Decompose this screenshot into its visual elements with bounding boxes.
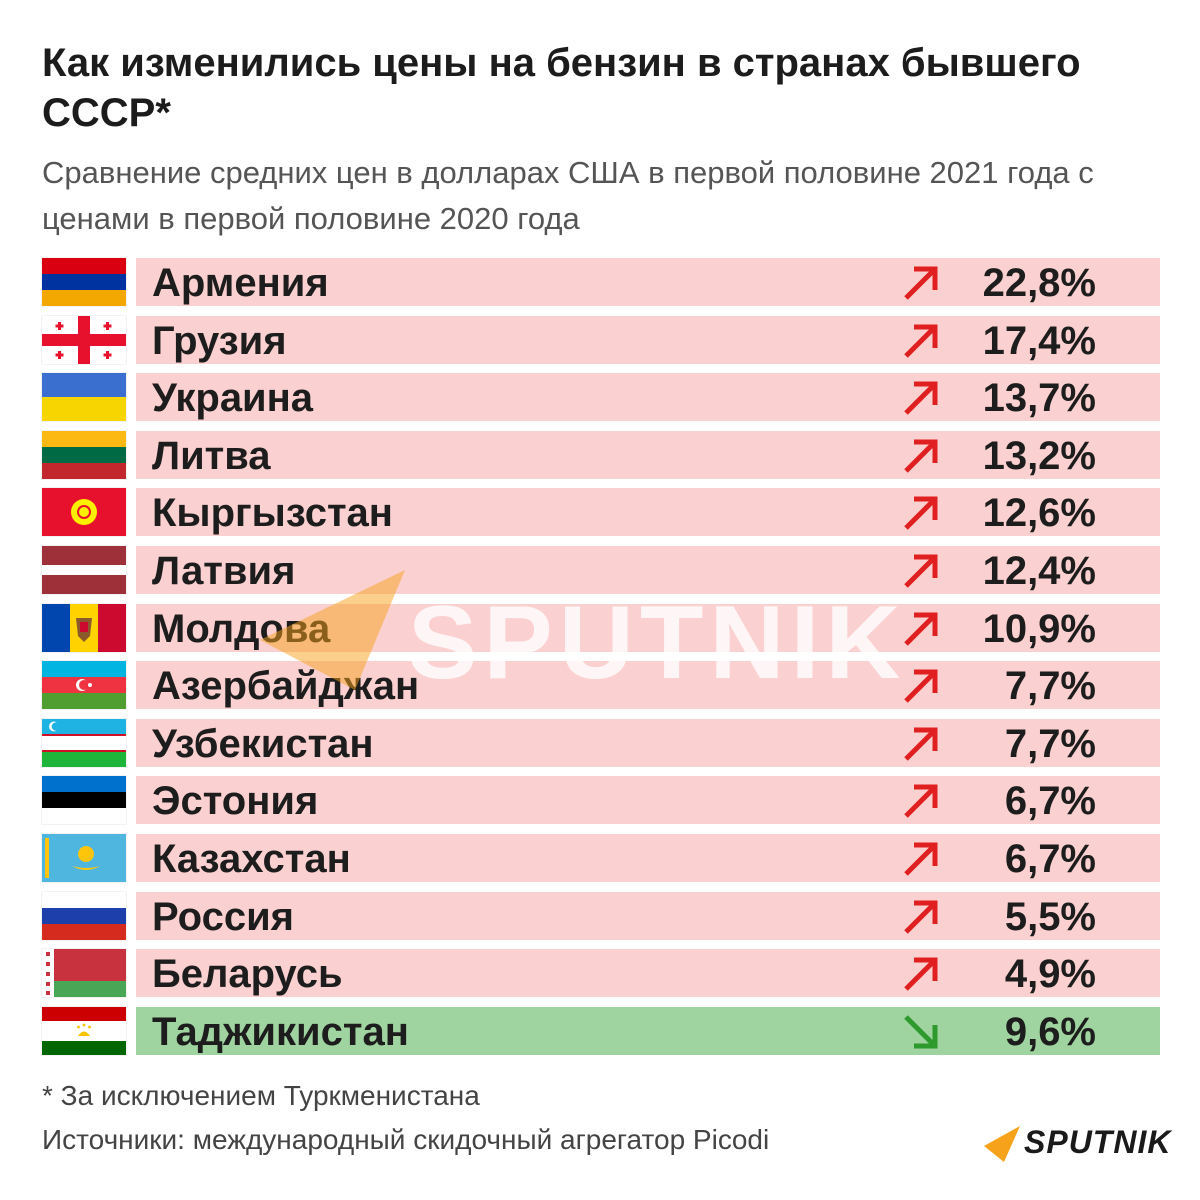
- row-bar: Узбекистан 7,7%: [136, 718, 1160, 767]
- row-bar: Латвия 12,4%: [136, 546, 1160, 594]
- country-row: Кыргызстан 12,6%: [40, 488, 1160, 537]
- arrow-up-right-icon: [904, 439, 938, 473]
- country-name: Азербайджан: [152, 664, 420, 709]
- row-bar: Молдова 10,9%: [136, 603, 1160, 652]
- row-bar: Армения 22,8%: [136, 258, 1160, 306]
- country-row: Беларусь 4,9%: [40, 949, 1160, 998]
- price-change-value: 17,4%: [982, 318, 1096, 363]
- arrow-up-right-icon: [904, 727, 938, 761]
- country-name: Беларусь: [152, 952, 343, 997]
- country-row: Узбекистан 7,7%: [40, 718, 1160, 767]
- row-bar: Азербайджан 7,7%: [136, 661, 1160, 710]
- country-name: Латвия: [152, 549, 296, 593]
- row-bar: Кыргызстан 12,6%: [136, 488, 1160, 537]
- arrow-up-right-icon: [904, 266, 938, 300]
- uzbekistan-flag: [42, 718, 126, 767]
- country-row: Грузия 17,4%: [40, 315, 1160, 364]
- page-subtitle: Сравнение средних цен в долларах США в п…: [42, 155, 1094, 236]
- country-row: Азербайджан 7,7%: [40, 661, 1160, 710]
- country-row: Казахстан 6,7%: [40, 834, 1160, 882]
- belarus-flag: [42, 949, 126, 998]
- country-name: Армения: [152, 261, 329, 305]
- footnote: * За исключением Туркменистана: [42, 1080, 480, 1111]
- arrow-up-right-icon: [904, 496, 938, 531]
- country-name: Литва: [152, 433, 271, 478]
- price-change-value: 12,4%: [982, 549, 1096, 593]
- country-row: Литва 13,2%: [40, 430, 1160, 479]
- row-bar: Казахстан 6,7%: [136, 834, 1160, 882]
- row-bar: Беларусь 4,9%: [136, 949, 1160, 998]
- arrow-up-right-icon: [904, 554, 938, 588]
- arrow-up-right-icon: [904, 900, 938, 934]
- azerbaijan-flag: [42, 661, 126, 710]
- arrow-up-right-icon: [904, 381, 938, 415]
- kyrgyzstan-flag: [42, 488, 126, 537]
- row-bar: Грузия 17,4%: [136, 315, 1160, 364]
- country-row: Украина 13,7%: [40, 373, 1160, 422]
- country-row: Таджикистан 9,6%: [40, 1006, 1160, 1055]
- row-bar: Литва 13,2%: [136, 430, 1160, 479]
- price-change-value: 22,8%: [982, 261, 1096, 305]
- price-change-value: 7,7%: [1004, 664, 1096, 709]
- country-name: Грузия: [152, 318, 287, 363]
- tajikistan-flag: [42, 1006, 126, 1055]
- country-name: Казахстан: [152, 837, 351, 881]
- price-change-value: 6,7%: [1004, 779, 1096, 824]
- price-change-value: 13,2%: [982, 433, 1096, 478]
- price-change-value: 4,9%: [1004, 952, 1096, 997]
- logo-text: SPUTNIK: [1024, 1124, 1172, 1160]
- price-change-value: 6,7%: [1004, 837, 1096, 881]
- row-bar: Эстония 6,7%: [136, 776, 1160, 825]
- arrow-up-right-icon: [904, 324, 938, 358]
- sputnik-logo-icon: [984, 1126, 1020, 1162]
- armenia-flag: [42, 258, 126, 306]
- lithuania-flag: [42, 430, 126, 479]
- price-change-value: 9,6%: [1004, 1009, 1096, 1054]
- row-bar: Россия 5,5%: [136, 891, 1160, 940]
- moldova-flag: [42, 603, 126, 652]
- country-row: Молдова 10,9%: [40, 603, 1160, 652]
- kazakhstan-flag: [42, 834, 126, 882]
- price-change-value: 10,9%: [982, 606, 1096, 651]
- country-name: Россия: [152, 894, 295, 939]
- country-name: Узбекистан: [152, 721, 374, 766]
- country-row: Россия 5,5%: [40, 891, 1160, 940]
- source-note: Источники: международный скидочный агрег…: [42, 1124, 770, 1155]
- russia-flag: [42, 891, 126, 940]
- country-name: Кыргызстан: [152, 491, 393, 536]
- ukraine-flag: [42, 373, 126, 422]
- row-bar: Украина 13,7%: [136, 373, 1160, 422]
- georgia-flag: [42, 315, 126, 364]
- row-bar: Таджикистан 9,6%: [136, 1006, 1160, 1055]
- country-name: Таджикистан: [152, 1009, 409, 1054]
- country-row: Армения 22,8%: [40, 258, 1160, 306]
- latvia-flag: [42, 546, 126, 594]
- arrow-up-right-icon: [904, 612, 938, 646]
- country-row: Латвия 12,4%: [40, 546, 1160, 594]
- price-change-value: 12,6%: [982, 491, 1096, 536]
- country-name: Молдова: [152, 606, 331, 651]
- arrow-up-right-icon: [904, 842, 938, 876]
- arrow-up-right-icon: [904, 957, 938, 991]
- estonia-flag: [42, 776, 126, 825]
- country-name: Украина: [152, 376, 314, 421]
- arrow-up-right-icon: [904, 784, 938, 819]
- page-title: Как изменились цены на бензин в странах …: [42, 41, 1081, 135]
- country-name: Эстония: [152, 779, 319, 824]
- country-row: Эстония 6,7%: [40, 776, 1160, 825]
- arrow-down-right-icon: [904, 1015, 938, 1049]
- price-change-value: 7,7%: [1004, 721, 1096, 766]
- arrow-up-right-icon: [904, 669, 938, 703]
- price-change-value: 5,5%: [1004, 894, 1096, 939]
- price-change-value: 13,7%: [982, 376, 1096, 421]
- sputnik-logo: SPUTNIK: [982, 1120, 1172, 1164]
